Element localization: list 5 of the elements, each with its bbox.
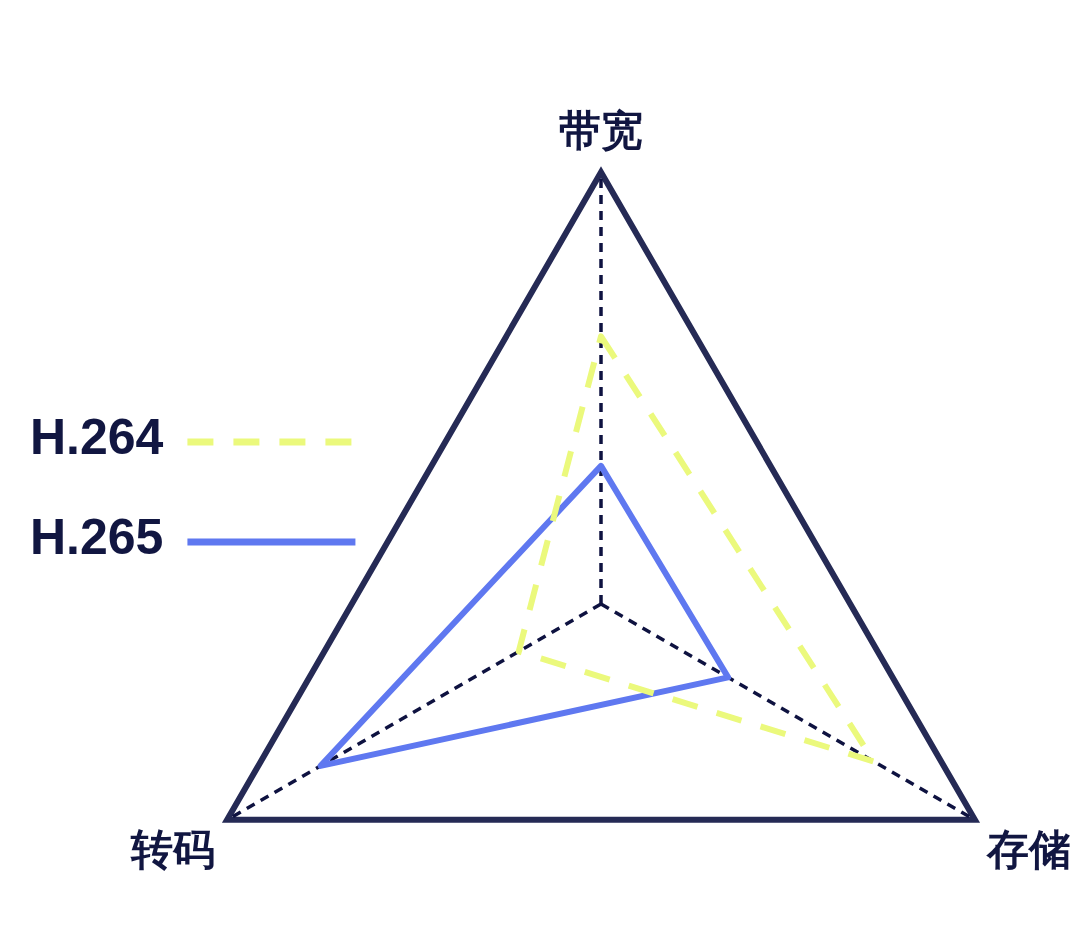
spoke-label: 存储 <box>986 825 1071 873</box>
spoke-label: 转码 <box>130 825 215 873</box>
spoke-label: 带宽 <box>559 106 643 154</box>
legend-label: H.264 <box>30 408 164 465</box>
legend-label: H.265 <box>30 508 164 565</box>
